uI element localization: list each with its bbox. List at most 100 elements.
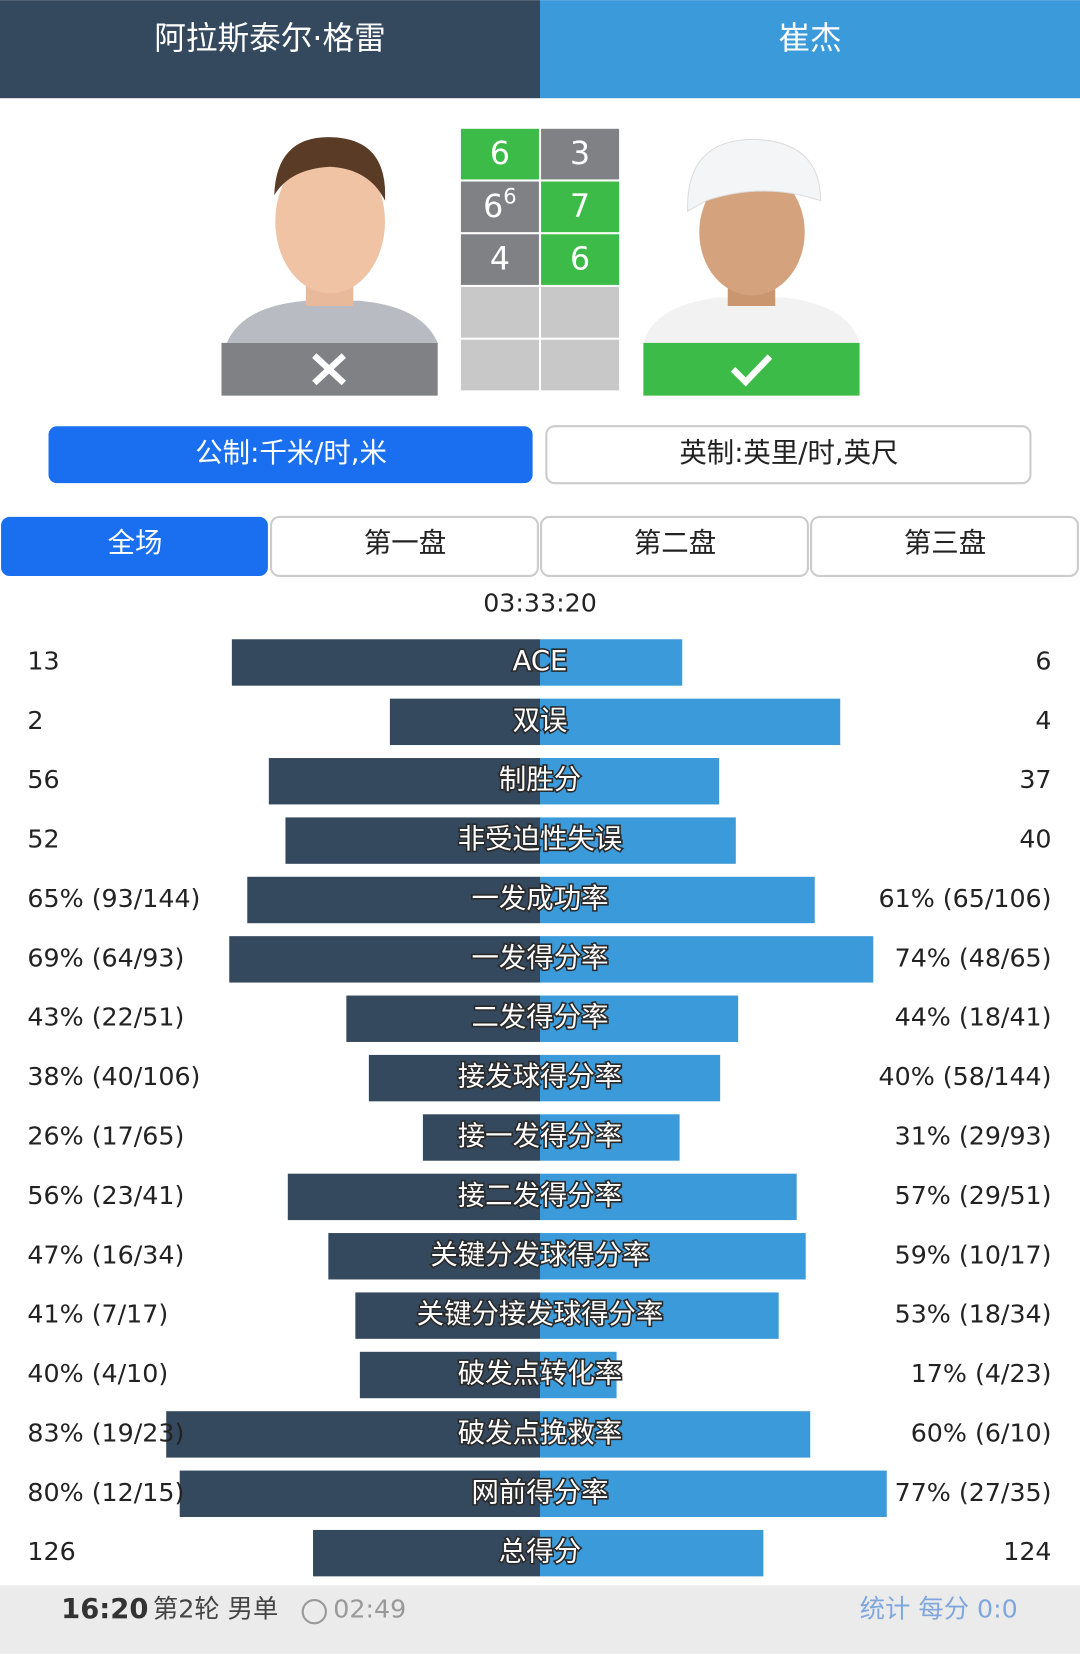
player1-value: 69% (64/93) xyxy=(27,943,184,972)
stat-label: 关键分发球得分率 xyxy=(430,1240,649,1271)
stat-label: 网前得分率 xyxy=(471,1477,608,1508)
stat-label: 双误 xyxy=(513,705,568,736)
player1-value: 47% (16/34) xyxy=(27,1240,184,1269)
player2-bar xyxy=(540,1351,617,1399)
footer-round: 第2轮 男单 xyxy=(153,1595,278,1624)
stat-label: 接发球得分率 xyxy=(458,1062,622,1093)
player1-value: 40% (4/10) xyxy=(27,1359,168,1388)
player1-photo xyxy=(226,137,438,343)
player2-value: 57% (29/51) xyxy=(895,1181,1052,1210)
player2-value: 60% (6/10) xyxy=(911,1418,1052,1447)
player1-bar xyxy=(355,1292,540,1339)
stat-label: 接二发得分率 xyxy=(458,1180,622,1211)
stat-label: 一发得分率 xyxy=(471,943,608,974)
footer-bar xyxy=(0,1585,1080,1654)
player2-value: 6 xyxy=(1035,646,1051,675)
score-cell xyxy=(460,234,539,285)
score-cell xyxy=(460,181,539,233)
games: 3 xyxy=(570,136,590,172)
player2-bar xyxy=(540,1114,680,1161)
player1-value: 26% (17/65) xyxy=(27,1122,184,1151)
player2-bar xyxy=(540,1411,811,1458)
games: 6 xyxy=(490,136,510,172)
stat-label: ACE xyxy=(513,646,568,677)
player1-value: 52 xyxy=(27,825,59,854)
stat-label: 总得分 xyxy=(499,1537,581,1568)
score-cell xyxy=(541,234,620,285)
score-cell xyxy=(541,287,620,338)
games: 4 xyxy=(490,242,510,278)
score-cell xyxy=(541,181,620,233)
player1-value: 43% (22/51) xyxy=(27,1003,184,1032)
metric-button[interactable] xyxy=(48,426,533,484)
player1-bar xyxy=(422,1114,540,1161)
score-cell xyxy=(541,339,620,391)
stat-label: 非受迫性失误 xyxy=(458,824,622,855)
player1-bar xyxy=(285,817,540,864)
player1-value: 2 xyxy=(27,706,43,735)
metric-label[interactable]: 公制:千米/时,米 xyxy=(195,438,387,469)
winner-badge xyxy=(643,342,860,396)
tiebreak: 6 xyxy=(503,183,516,208)
tab-label[interactable]: 全场 xyxy=(108,528,163,559)
score-cell xyxy=(541,128,620,180)
stats: 13 6 ACE 2 4 双误 56 37 制胜分 52 40 非受迫性失误 65% (93/144) 6… xyxy=(27,639,1052,1577)
player2-bar xyxy=(540,1233,806,1280)
player1-value: 65% (93/144) xyxy=(27,884,200,913)
player2-value: 77% (27/35) xyxy=(895,1478,1052,1507)
tab[interactable] xyxy=(540,515,809,578)
player1-bar xyxy=(231,639,540,686)
player1-value: 56% (23/41) xyxy=(27,1181,184,1210)
tab-label[interactable]: 第一盘 xyxy=(364,528,446,559)
score-cell xyxy=(460,287,539,338)
player1-bar xyxy=(287,1173,540,1221)
tab[interactable] xyxy=(810,515,1079,578)
player2-value: 31% (29/93) xyxy=(895,1122,1052,1151)
score-cell xyxy=(460,339,539,391)
check-icon xyxy=(730,354,773,387)
player1-bar xyxy=(166,1411,541,1458)
set-score: 7 xyxy=(570,189,590,225)
tab[interactable] xyxy=(270,515,539,578)
stat-label: 破发点挽救率 xyxy=(458,1418,622,1449)
player2-bar xyxy=(540,817,736,864)
player2-bar xyxy=(540,1292,779,1339)
set-score: 6 xyxy=(490,136,510,172)
player2-value: 40% (58/144) xyxy=(879,1062,1052,1091)
player2-bar xyxy=(540,639,683,686)
tab[interactable] xyxy=(1,516,268,576)
player2-bar xyxy=(540,995,739,1042)
stat-label: 一发成功率 xyxy=(471,883,608,914)
player2-photo xyxy=(643,138,860,343)
header-left xyxy=(0,0,540,99)
player1-value: 41% (7/17) xyxy=(27,1300,168,1329)
imperial-label[interactable]: 英制:英里/时,英尺 xyxy=(679,438,898,469)
player2-value: 124 xyxy=(1003,1537,1051,1566)
header-right xyxy=(540,0,1080,99)
player1-bar xyxy=(368,1054,540,1102)
player2-bar xyxy=(540,1173,797,1221)
footer-elapsed: 02:49 xyxy=(333,1595,406,1624)
player2-value: 44% (18/41) xyxy=(895,1003,1052,1032)
player1-bar xyxy=(179,1470,540,1517)
games: 6 xyxy=(483,189,503,225)
player2-name: 崔杰 xyxy=(778,21,841,57)
player2-value: 4 xyxy=(1035,706,1051,735)
games: 6 xyxy=(570,242,590,278)
player1-value: 126 xyxy=(27,1537,75,1566)
player1-bar xyxy=(229,936,540,983)
tab-label[interactable]: 第二盘 xyxy=(634,528,716,559)
player1-bar xyxy=(268,758,540,805)
player1-bar xyxy=(247,876,540,924)
footer-links[interactable]: 统计 每分 0:0 xyxy=(860,1595,1018,1624)
player1-bar xyxy=(313,1529,540,1577)
stat-label: 破发点转化率 xyxy=(458,1359,622,1390)
player2-value: 61% (65/106) xyxy=(879,884,1052,913)
footer-time: 16:20 xyxy=(61,1594,148,1625)
tab-label[interactable]: 第三盘 xyxy=(904,528,986,559)
imperial-button[interactable] xyxy=(545,425,1032,485)
player1-value: 13 xyxy=(27,646,59,675)
set-score: 3 xyxy=(570,136,590,172)
clock-icon xyxy=(301,1599,327,1625)
